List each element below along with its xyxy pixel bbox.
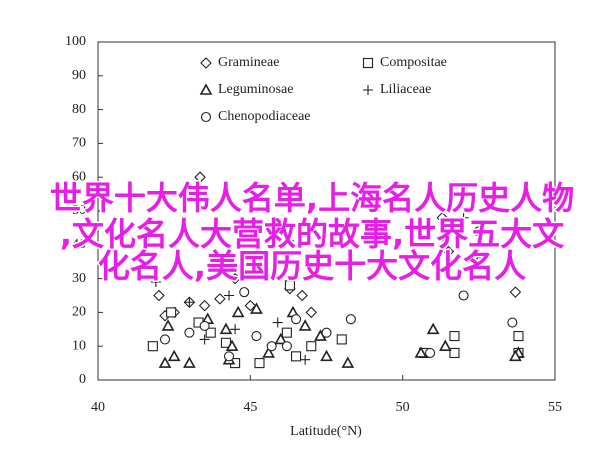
legend-label: Leguminosae xyxy=(218,82,293,97)
point xyxy=(251,331,262,342)
point xyxy=(473,226,484,237)
point xyxy=(439,232,452,244)
point xyxy=(161,319,175,331)
point xyxy=(336,334,347,345)
point xyxy=(425,347,436,359)
legend-marker xyxy=(362,57,374,69)
point xyxy=(513,331,524,342)
point xyxy=(272,317,283,328)
point xyxy=(239,287,250,298)
point xyxy=(507,317,518,328)
point xyxy=(150,276,161,287)
legend-marker xyxy=(363,85,373,95)
point xyxy=(438,339,452,351)
point xyxy=(296,289,308,302)
y-tick-label: 50 xyxy=(72,203,86,218)
overlay-text: ,文化名人大营救的故事,世界五大文 xyxy=(60,215,564,253)
point xyxy=(205,327,216,338)
point xyxy=(509,349,522,362)
point xyxy=(250,302,263,314)
x-tick-label: 40 xyxy=(91,400,105,415)
point xyxy=(159,334,171,345)
legend-label: Compositae xyxy=(380,55,447,70)
y-tick-label: 90 xyxy=(72,68,86,83)
y-tick-label: 30 xyxy=(72,271,86,286)
point xyxy=(281,327,292,338)
point xyxy=(321,327,332,338)
point xyxy=(244,299,257,312)
point xyxy=(298,319,312,331)
overlay-text: 化名人,美国历史十大文化名人 xyxy=(98,247,526,285)
point xyxy=(300,354,311,365)
point xyxy=(306,341,317,352)
point xyxy=(224,290,235,301)
point xyxy=(320,349,333,362)
y-tick-label: 80 xyxy=(72,102,86,117)
x-tick-label: 45 xyxy=(243,400,257,415)
point xyxy=(305,306,318,319)
point xyxy=(281,341,292,352)
point xyxy=(229,272,241,285)
legend-marker xyxy=(199,83,213,95)
legend-label: Liliaceae xyxy=(380,82,431,97)
point xyxy=(219,322,233,335)
point xyxy=(198,299,211,312)
y-tick-label: 20 xyxy=(72,305,86,320)
point xyxy=(199,320,210,331)
point xyxy=(183,356,196,368)
legend-marker xyxy=(200,57,212,69)
point xyxy=(436,211,449,224)
point xyxy=(184,327,195,338)
point xyxy=(214,293,226,305)
point xyxy=(262,346,275,358)
legend-label: Chenopodiaceae xyxy=(218,109,311,124)
point xyxy=(199,334,210,345)
point xyxy=(254,358,265,369)
point xyxy=(449,347,460,359)
y-tick-label: 70 xyxy=(72,136,86,151)
point xyxy=(341,356,355,368)
x-tick-label: 55 xyxy=(548,400,562,415)
point xyxy=(225,339,239,351)
y-tick-label: 40 xyxy=(72,237,86,252)
point xyxy=(345,314,356,325)
point xyxy=(473,255,485,268)
point xyxy=(158,356,172,368)
legend-marker xyxy=(200,111,212,123)
y-tick-label: 0 xyxy=(79,372,86,387)
x-tick-label: 50 xyxy=(396,400,410,415)
point xyxy=(147,341,158,352)
point xyxy=(223,351,235,362)
y-tick-label: 60 xyxy=(72,169,86,184)
x-axis-label: Latitude(°N) xyxy=(290,424,362,439)
point xyxy=(442,245,455,258)
y-tick-label: 10 xyxy=(72,338,86,353)
point xyxy=(426,322,440,335)
point xyxy=(458,212,469,223)
point xyxy=(414,346,428,358)
point xyxy=(231,305,245,318)
point xyxy=(290,314,302,325)
point xyxy=(184,297,195,308)
point xyxy=(230,324,241,335)
point xyxy=(449,331,460,342)
overlay-text: 世界十大伟人名单,上海名人历史人物 xyxy=(50,179,574,217)
point xyxy=(266,341,277,352)
point xyxy=(458,290,469,301)
legend-label: Gramineae xyxy=(218,55,279,70)
point xyxy=(166,307,177,318)
point xyxy=(290,351,302,362)
point xyxy=(287,239,298,250)
point xyxy=(274,332,288,345)
point xyxy=(194,171,206,183)
point xyxy=(167,349,181,362)
point xyxy=(509,286,522,298)
point xyxy=(153,289,165,302)
y-tick-label: 100 xyxy=(65,34,86,49)
point xyxy=(284,280,295,291)
